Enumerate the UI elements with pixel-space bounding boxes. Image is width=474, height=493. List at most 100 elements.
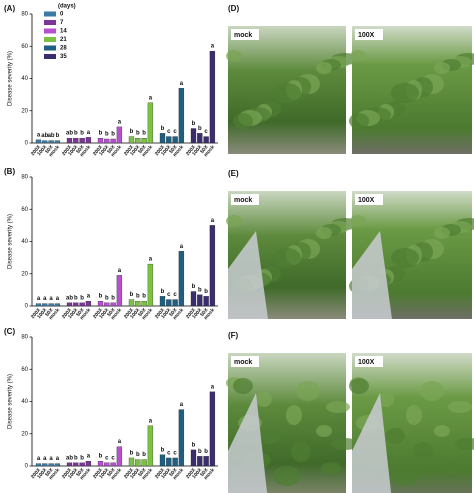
bar <box>110 302 116 307</box>
significance-letter: a <box>118 439 122 445</box>
foliage <box>441 462 461 474</box>
foliage <box>321 462 341 474</box>
significance-letter: b <box>130 451 134 457</box>
y-tick-label: 0 <box>25 141 29 147</box>
y-axis-label: Disease severity (%) <box>8 214 14 269</box>
significance-letter: ab <box>66 131 73 137</box>
y-tick-label: 40 <box>21 239 28 245</box>
bar <box>54 140 61 144</box>
x-tick-label: 50X <box>44 307 55 318</box>
foliage <box>413 442 433 462</box>
legend-swatch <box>44 11 56 17</box>
significance-letter: a <box>43 456 47 462</box>
photo-tag-box <box>355 194 383 205</box>
photo-tag-box <box>231 356 259 367</box>
x-tick-label: 50X <box>168 307 179 318</box>
bar <box>172 299 178 307</box>
significance-letter: a <box>180 244 184 250</box>
significance-letter: a <box>87 454 91 460</box>
foliage <box>233 113 253 129</box>
significance-letter: b <box>56 133 60 139</box>
plastic-mulch <box>228 231 268 319</box>
bar <box>79 462 85 467</box>
x-tick-label: 50X <box>75 467 86 478</box>
foliage <box>256 391 272 407</box>
x-tick-label: 50X <box>137 467 148 478</box>
significance-letter: b <box>130 292 134 298</box>
significance-letter: b <box>80 295 84 301</box>
bar <box>197 456 203 467</box>
significance-letter: a <box>149 95 153 101</box>
foliage <box>326 401 350 413</box>
bar <box>128 299 135 307</box>
bar <box>79 302 85 307</box>
bar <box>104 138 110 144</box>
significance-letter: c <box>111 455 115 461</box>
bar <box>48 140 54 144</box>
y-tick-label: 60 <box>21 44 28 50</box>
x-tick-label: 50X <box>75 144 86 155</box>
significance-letter: b <box>198 287 202 293</box>
foliage <box>391 248 419 268</box>
significance-letter: b <box>80 131 84 137</box>
significance-letter: c <box>105 455 109 461</box>
significance-letter: ab <box>66 295 73 301</box>
y-axis-label: Disease severity (%) <box>8 51 14 106</box>
bar <box>73 302 79 307</box>
bar <box>178 251 185 307</box>
panel-label: (B) <box>4 167 15 176</box>
bar <box>73 138 79 144</box>
legend-swatch <box>44 28 56 34</box>
significance-letter: b <box>80 455 84 461</box>
significance-letter: a <box>56 296 60 302</box>
bar <box>48 463 54 467</box>
y-tick-label: 0 <box>25 304 29 310</box>
significance-letter: a <box>56 456 60 462</box>
bar <box>116 126 123 144</box>
bar <box>42 303 48 307</box>
x-tick-label: 50X <box>168 467 179 478</box>
significance-letter: a <box>211 384 215 390</box>
legend-label: 7 <box>60 20 64 26</box>
significance-letter: a <box>43 296 47 302</box>
bar <box>66 462 73 467</box>
bar <box>85 461 92 467</box>
significance-letter: a <box>37 456 41 462</box>
photo-tag: mock <box>234 197 252 204</box>
bar <box>166 136 172 144</box>
bar <box>203 136 209 144</box>
significance-letter: b <box>161 126 165 132</box>
foliage <box>226 215 242 227</box>
y-axis-label: Disease severity (%) <box>8 374 14 429</box>
y-tick-label: 0 <box>25 464 29 470</box>
y-tick-label: 40 <box>21 399 28 405</box>
bar <box>97 138 104 144</box>
bar <box>147 102 154 144</box>
foliage <box>273 466 301 486</box>
foliage <box>226 50 242 62</box>
x-tick-label: 50X <box>106 467 117 478</box>
significance-letter: b <box>192 121 196 127</box>
bar <box>203 296 209 307</box>
x-tick-label: 50X <box>75 307 86 318</box>
legend-swatch <box>44 45 56 51</box>
bar <box>79 138 85 144</box>
foliage <box>316 425 332 437</box>
x-tick-label: 50X <box>137 144 148 155</box>
bar <box>209 50 216 144</box>
photo-tag-box <box>231 29 259 40</box>
bar <box>104 302 110 307</box>
significance-letter: a <box>87 294 91 300</box>
legend-label: 28 <box>60 46 67 52</box>
bar <box>35 303 42 307</box>
significance-letter: a <box>149 418 153 424</box>
significance-letter: b <box>99 294 103 300</box>
significance-letter: a <box>211 218 215 224</box>
significance-letter: b <box>142 131 146 137</box>
significance-letter: b <box>136 294 140 300</box>
bar <box>159 296 166 307</box>
significance-letter: a <box>87 130 91 136</box>
significance-letter: b <box>99 454 103 460</box>
significance-letter: c <box>204 129 208 135</box>
y-tick-label: 80 <box>21 175 28 181</box>
